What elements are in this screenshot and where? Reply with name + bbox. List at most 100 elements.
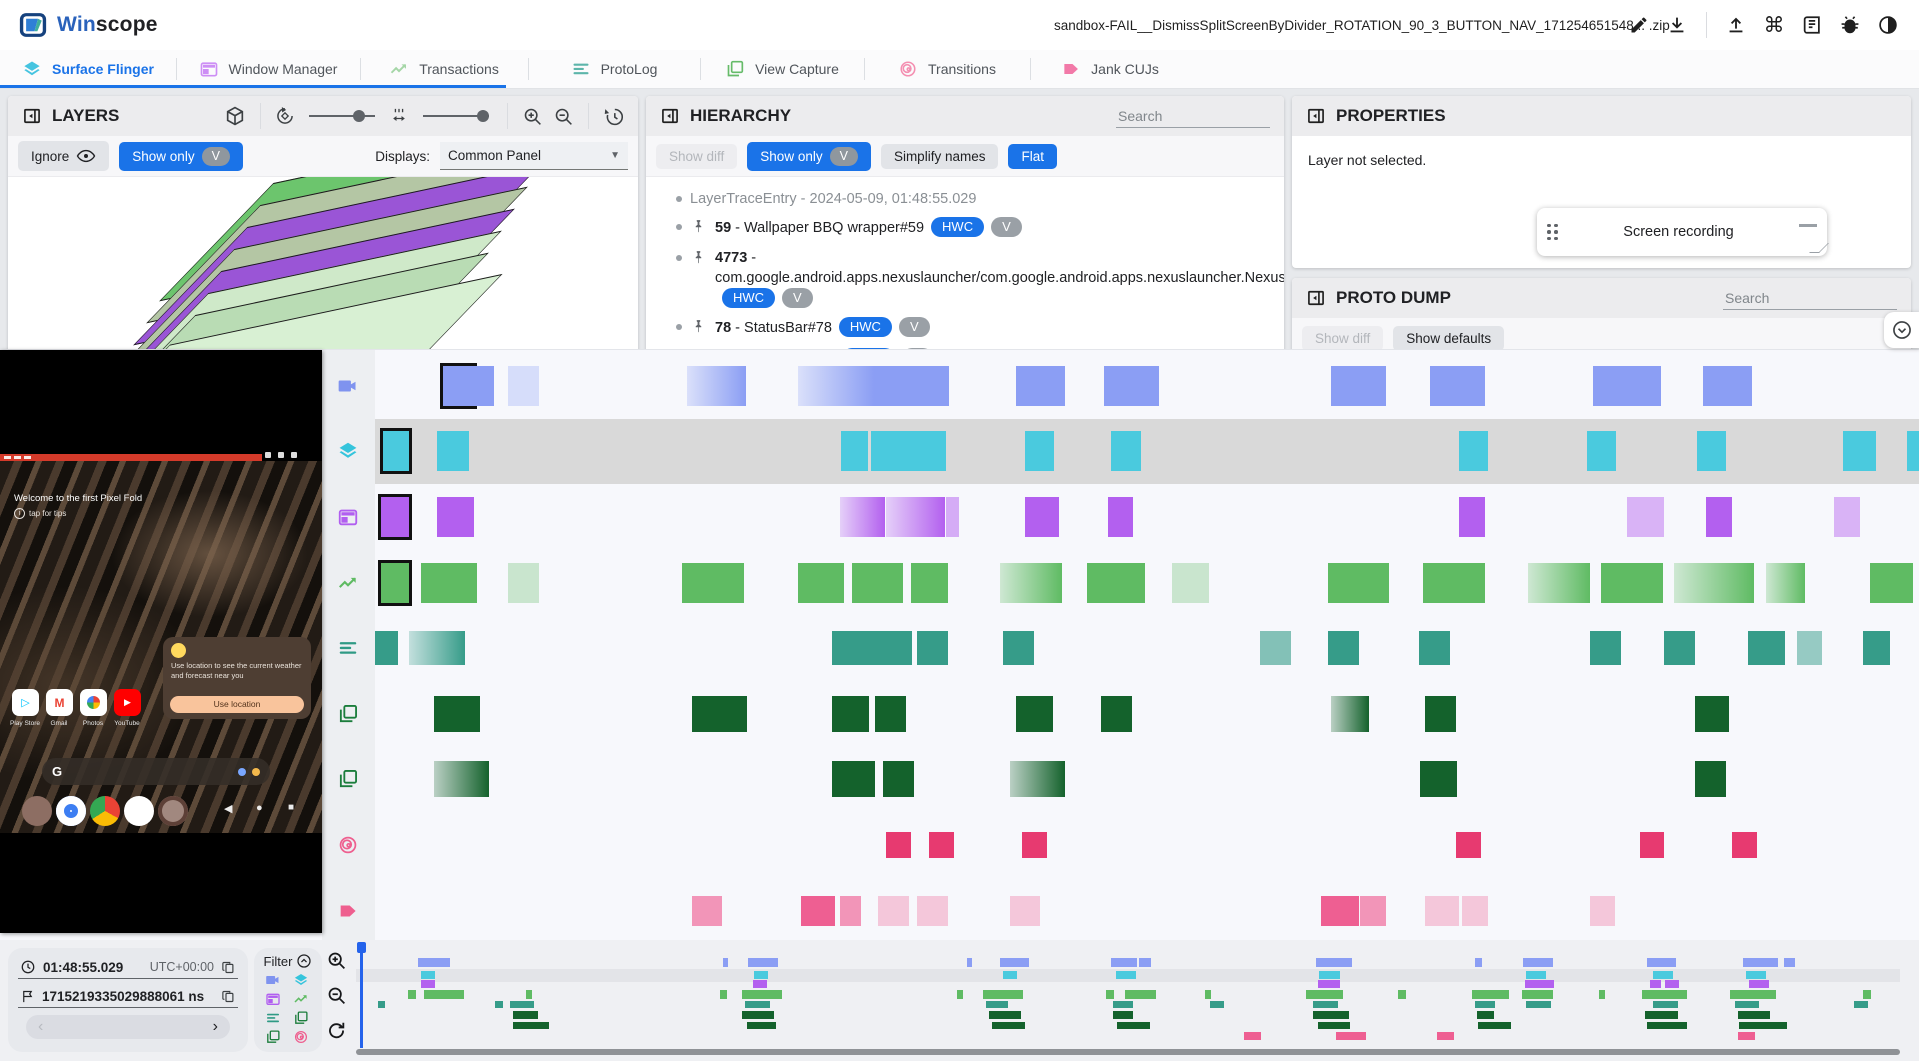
- nanosecond-value[interactable]: 1715219335029888061 ns: [42, 989, 205, 1004]
- trace-entry-block[interactable]: [682, 562, 744, 603]
- trace-entry-block[interactable]: [436, 496, 474, 537]
- trace-entry-block[interactable]: [1695, 695, 1730, 732]
- show-diff-button[interactable]: Show diff: [656, 143, 738, 169]
- timeline-row-transactions[interactable]: [375, 550, 1919, 616]
- trace-entry-block[interactable]: [1321, 895, 1359, 926]
- show-diff-button[interactable]: Show diff: [1302, 325, 1384, 351]
- trace-entry-block[interactable]: [916, 631, 948, 666]
- trace-entry-block[interactable]: [801, 895, 836, 926]
- trace-entry-block[interactable]: [832, 761, 876, 798]
- tab-transactions[interactable]: Transactions: [360, 50, 528, 88]
- next-entry-button[interactable]: ›: [212, 1018, 218, 1035]
- trace-entry-block[interactable]: [878, 895, 910, 926]
- timeline-row-screen-recording[interactable]: [375, 353, 1919, 419]
- trace-entry-block[interactable]: [832, 695, 870, 732]
- timeline-row-protolog[interactable]: [375, 615, 1919, 681]
- trace-entry-block[interactable]: [929, 831, 954, 858]
- filter-layers-icon[interactable]: [293, 972, 311, 988]
- human-time-field[interactable]: 01:48:55.029 UTC+00:00: [18, 956, 238, 979]
- tree-node-layer[interactable]: 4773 - com.google.android.apps.nexuslaun…: [676, 244, 1284, 313]
- trace-entry-block[interactable]: [1003, 631, 1035, 666]
- trace-entry-block[interactable]: [507, 562, 539, 603]
- trace-entry-block[interactable]: [1458, 496, 1486, 537]
- filter-viewcapture-icon[interactable]: [293, 1010, 311, 1026]
- trace-entry-block[interactable]: [798, 365, 874, 406]
- edit-file-icon[interactable]: [1626, 12, 1652, 38]
- trace-entry-block[interactable]: [1639, 831, 1665, 858]
- trace-entry-block[interactable]: [1009, 761, 1066, 798]
- trace-entry-block[interactable]: [946, 496, 959, 537]
- trace-entry-block[interactable]: [886, 496, 945, 537]
- trace-entry-block[interactable]: [433, 695, 480, 732]
- rotation-icon[interactable]: [275, 106, 295, 126]
- trace-entry-block[interactable]: [1330, 365, 1387, 406]
- rotation-slider[interactable]: [309, 110, 375, 122]
- trace-entry-block[interactable]: [1009, 895, 1041, 926]
- trace-entry-block[interactable]: [436, 431, 470, 472]
- trace-entry-block[interactable]: [1015, 695, 1053, 732]
- reset-view-icon[interactable]: [603, 106, 624, 127]
- trace-entry-block[interactable]: [1021, 831, 1047, 858]
- hierarchy-search-input[interactable]: [1116, 104, 1270, 128]
- trace-entry-block[interactable]: [691, 895, 723, 926]
- 3d-view-icon[interactable]: [224, 105, 246, 127]
- trace-entry-block[interactable]: [1797, 631, 1822, 666]
- trace-entry-block[interactable]: [691, 695, 748, 732]
- trace-entry-block[interactable]: [1461, 895, 1489, 926]
- timeline-row-surface-flinger[interactable]: [375, 418, 1919, 485]
- trace-entry-block[interactable]: [1590, 631, 1621, 666]
- trace-entry-block[interactable]: [873, 365, 950, 406]
- trace-entry-block[interactable]: [1458, 431, 1489, 472]
- tab-view-capture[interactable]: View Capture: [700, 50, 864, 88]
- layers-3d-view[interactable]: [8, 177, 638, 357]
- pin-icon[interactable]: [690, 218, 707, 240]
- filter-window-icon[interactable]: [265, 991, 283, 1007]
- trace-entry-block[interactable]: [1863, 631, 1890, 666]
- trace-entry-block[interactable]: [852, 562, 904, 603]
- tab-transitions[interactable]: Transitions: [864, 50, 1030, 88]
- trace-entry-block[interactable]: [1664, 631, 1696, 666]
- bug-report-icon[interactable]: [1837, 12, 1863, 38]
- screen-recording-minimized-card[interactable]: Screen recording: [1537, 208, 1829, 256]
- collapse-panel-icon[interactable]: [22, 106, 42, 126]
- trace-entry-block[interactable]: [882, 761, 914, 798]
- timeline-row-jank-cujs[interactable]: [375, 878, 1919, 944]
- trace-entry-block[interactable]: [1015, 365, 1066, 406]
- filter-viewcapture-icon[interactable]: [265, 1029, 283, 1045]
- zoom-out-icon[interactable]: [553, 106, 574, 127]
- trace-entry-block[interactable]: [375, 631, 399, 666]
- collapse-panel-icon[interactable]: [1306, 106, 1326, 126]
- proto-dump-search-input[interactable]: [1723, 286, 1897, 310]
- spacing-slider[interactable]: [423, 110, 489, 122]
- trace-entry-block[interactable]: [1766, 562, 1805, 603]
- trace-entry-block[interactable]: [1673, 562, 1754, 603]
- spacing-icon[interactable]: [389, 106, 409, 126]
- trace-entry-block[interactable]: [1600, 562, 1663, 603]
- trace-entry-block[interactable]: [1420, 761, 1458, 798]
- nanosecond-time-field[interactable]: 1715219335029888061 ns: [18, 986, 238, 1008]
- shortcuts-icon[interactable]: ⌘: [1763, 13, 1785, 37]
- timeline-collapse-button[interactable]: [1884, 312, 1919, 348]
- trace-entry-block[interactable]: [1834, 496, 1861, 537]
- download-icon[interactable]: [1664, 12, 1690, 38]
- zoom-out-icon[interactable]: [326, 985, 347, 1006]
- trace-entry-block[interactable]: [1327, 562, 1390, 603]
- trace-entry-block[interactable]: [1103, 365, 1160, 406]
- trace-entry-block[interactable]: [408, 631, 465, 666]
- trace-entry-block[interactable]: [1111, 431, 1141, 472]
- collapse-panel-icon[interactable]: [660, 106, 680, 126]
- trace-entry-block[interactable]: [1696, 431, 1726, 472]
- timeline-plot-area[interactable]: [375, 350, 1919, 941]
- trace-entry-block[interactable]: [378, 493, 413, 540]
- tab-window-manager[interactable]: Window Manager: [176, 50, 360, 88]
- trace-entry-block[interactable]: [1327, 631, 1359, 666]
- drag-handle-icon[interactable]: [1547, 223, 1558, 241]
- tree-node-root[interactable]: LayerTraceEntry - 2024-05-09, 01:48:55.0…: [676, 185, 1274, 213]
- chevron-up-circle-icon[interactable]: [296, 953, 312, 969]
- trace-entry-block[interactable]: [433, 761, 490, 798]
- trace-entry-block[interactable]: [1593, 365, 1662, 406]
- filter-transitions-icon[interactable]: [293, 1029, 311, 1045]
- displays-select[interactable]: Common Panel ▼: [440, 142, 628, 170]
- trace-entry-block[interactable]: [1747, 631, 1785, 666]
- timeline-row-view-capture-1[interactable]: [375, 681, 1919, 747]
